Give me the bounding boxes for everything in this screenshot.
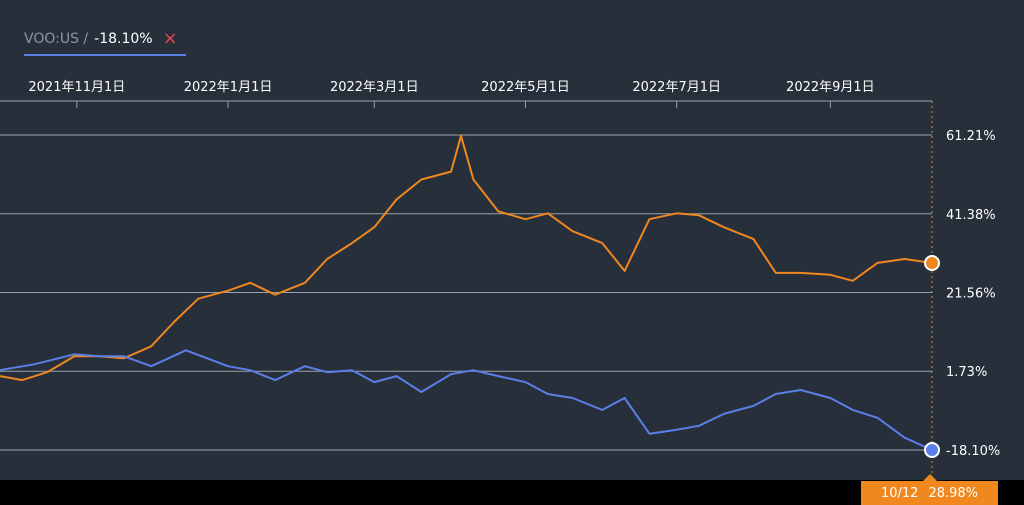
y-tick-label: 41.38%: [946, 208, 996, 223]
y-tick-label: 21.56%: [946, 286, 996, 301]
x-tick-label: 2022年7月1日: [632, 80, 721, 95]
grid-layer: [0, 134, 932, 451]
legend-ticker: VOO:US /: [24, 31, 89, 47]
line-chart: 2021年11月1日 2022年1月1日 2022年3月1日 2022年5月1日 202…: [0, 80, 1000, 480]
x-tick-label: 2022年9月1日: [786, 80, 875, 95]
x-tick-label: 2021年11月1日: [28, 80, 125, 95]
x-tick-label: 2022年5月1日: [481, 80, 570, 95]
close-icon[interactable]: ×: [162, 28, 178, 49]
badge-value: 28.98%: [928, 485, 979, 501]
crosshair-badge: 10/12 28.98%: [861, 474, 998, 505]
voo-end-point: [924, 442, 940, 458]
legend[interactable]: VOO:US / -18.10% ×: [24, 24, 186, 56]
series-layer: [0, 134, 940, 458]
legend-value: -18.10%: [94, 31, 153, 47]
x-tick-label: 2022年1月1日: [184, 80, 273, 95]
x-axis-ticks: 2021年11月1日 2022年1月1日 2022年3月1日 2022年5月1日 202…: [0, 80, 932, 108]
bottom-bar: [0, 480, 1024, 505]
y-tick-label: 1.73%: [946, 365, 987, 380]
x-tick-label: 2022年3月1日: [330, 80, 419, 95]
benchmark-end-point: [924, 255, 940, 272]
y-tick-label: 61.21%: [946, 129, 996, 144]
benchmark-series-line: [0, 134, 933, 382]
voo-series-line: [0, 349, 933, 451]
y-tick-label: -18.10%: [946, 444, 1000, 459]
y-axis-ticks: 61.21% 41.38% 21.56% 1.73% -18.10%: [946, 129, 1000, 459]
badge-date: 10/12: [880, 485, 919, 501]
